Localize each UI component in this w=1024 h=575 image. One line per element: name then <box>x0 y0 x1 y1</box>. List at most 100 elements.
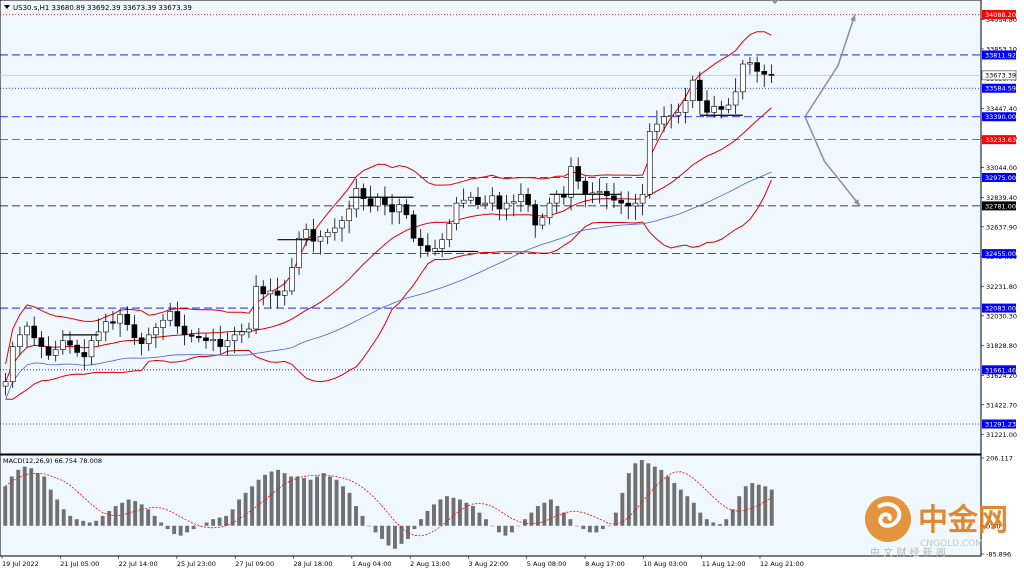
candle-body <box>102 321 109 333</box>
candle-body <box>289 267 295 292</box>
level-tag-box <box>982 365 1016 375</box>
time-tick-label: 3 Aug 22:00 <box>468 560 508 568</box>
macd-histogram-bar <box>347 492 352 526</box>
macd-histogram-bar <box>672 483 677 526</box>
macd-histogram-bar <box>133 501 138 526</box>
candle-body <box>496 195 503 210</box>
level-tag-label: 33673.39 <box>985 72 1016 80</box>
bollinger-upper-line <box>5 31 772 365</box>
macd-histogram-bar <box>178 525 183 536</box>
macd-histogram-bar <box>698 512 703 526</box>
macd-histogram-bar <box>237 499 242 526</box>
macd-histogram-bar <box>198 525 203 527</box>
projection-arrow-line <box>804 116 861 207</box>
candle-body <box>654 123 660 132</box>
candle-body <box>446 223 453 241</box>
macd-histogram-bar <box>548 499 553 526</box>
macd-histogram-bar <box>289 476 294 526</box>
level-tag-label: 34088.20 <box>985 11 1016 19</box>
candle-body <box>45 346 52 356</box>
candle-body <box>24 325 30 336</box>
macd-histogram-bar <box>678 489 683 526</box>
macd-histogram-bar <box>717 524 722 526</box>
candle-body <box>353 188 360 210</box>
macd-histogram-bar <box>100 515 105 526</box>
macd-histogram-bar <box>633 463 638 526</box>
level-tag-box <box>982 249 1016 259</box>
macd-histogram-bar <box>243 492 248 526</box>
level-tag-label: 32083.00 <box>985 305 1016 313</box>
macd-histogram-bar <box>120 502 125 526</box>
candle-body <box>153 327 159 336</box>
macd-histogram-bar <box>704 519 709 526</box>
macd-histogram-bar <box>568 519 573 526</box>
macd-tick-label: 0.00 <box>986 522 1000 530</box>
candle-body <box>210 338 216 342</box>
macd-histogram-bar <box>607 525 612 527</box>
macd-histogram-bar <box>360 515 365 526</box>
candle-body <box>410 214 417 239</box>
macd-histogram-bar <box>685 496 690 526</box>
candle-body <box>360 188 367 200</box>
macd-histogram-bar <box>438 499 443 526</box>
macd-histogram-bar <box>665 476 670 526</box>
macd-histogram-bar <box>451 497 456 526</box>
candle-body <box>131 324 138 339</box>
candle-body <box>532 204 539 226</box>
candle-body <box>661 116 667 125</box>
macd-histogram-bar <box>419 519 423 526</box>
macd-histogram-bar <box>35 473 40 526</box>
macd-histogram-bar <box>432 504 436 526</box>
time-axis: 19 Jul 2022 21 Jul 05:00 22 Jul 14:00 25 Ju… <box>1 556 804 568</box>
macd-histogram-bar <box>321 473 326 526</box>
macd-histogram-bar <box>406 525 410 539</box>
candle-body <box>518 194 524 202</box>
macd-histogram-bar <box>399 525 404 544</box>
candle-body <box>603 191 610 197</box>
candle-body <box>95 331 102 342</box>
macd-histogram-bar <box>29 468 34 526</box>
projection-arrow-head <box>850 14 856 22</box>
shift-marker-icon <box>771 0 779 4</box>
macd-histogram-bar <box>81 520 86 526</box>
candle-body <box>303 229 309 239</box>
macd-histogram-bar <box>191 525 196 530</box>
candle-body <box>675 112 682 116</box>
macd-histogram-bar <box>87 522 92 526</box>
macd-histogram-bar <box>354 506 358 526</box>
candle-body <box>296 237 302 268</box>
dropdown-triangle-icon[interactable] <box>4 5 10 9</box>
candle-body <box>138 337 145 344</box>
candle-body <box>60 340 66 350</box>
macd-histogram-bar <box>341 486 345 526</box>
macd-histogram-bar <box>48 489 53 526</box>
macd-title: MACD(12,26,9) 66.754 78.008 <box>3 457 102 465</box>
macd-histogram-bar <box>295 476 300 526</box>
price-tick-label: 33447.40 <box>986 105 1017 113</box>
candle-body <box>475 196 481 205</box>
price-tick-label: 34054.80 <box>986 16 1017 24</box>
level-lines <box>0 14 981 425</box>
projection-arrow-head <box>853 199 860 206</box>
level-tag-label: 33811.92 <box>985 51 1016 59</box>
candle-body <box>761 71 768 75</box>
level-tag-box <box>982 172 1016 182</box>
macd-histogram-bar <box>458 499 462 526</box>
candle-body <box>346 208 352 221</box>
macd-histogram-bar <box>146 509 151 526</box>
level-tag-label: 33233.63 <box>985 136 1016 144</box>
main-plot-area <box>0 0 982 455</box>
price-tick-label: 32637.90 <box>986 223 1017 231</box>
candle-body <box>160 319 166 328</box>
macd-histogram-bar <box>3 486 8 526</box>
candle-body <box>639 194 646 204</box>
level-tag-label: 32975.00 <box>985 174 1016 182</box>
candle-body <box>267 290 274 295</box>
macd-histogram-bar <box>152 515 157 526</box>
candle-body <box>546 202 553 219</box>
candle-body <box>281 290 288 296</box>
candle-body <box>646 131 653 195</box>
macd-histogram-bar <box>516 525 521 527</box>
